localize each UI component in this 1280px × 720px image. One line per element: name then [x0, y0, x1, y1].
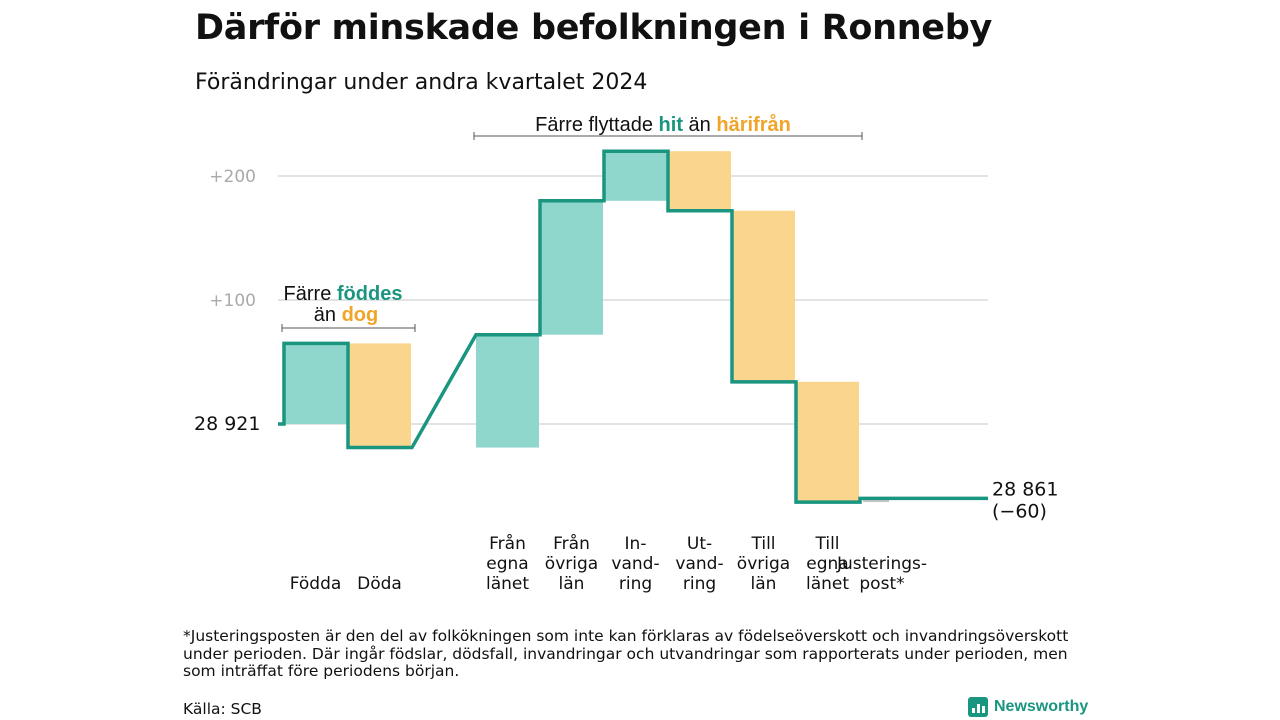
end-value-label: 28 861: [992, 478, 1058, 500]
migration-annotation: Färre flyttade hit än härifrån: [535, 113, 791, 136]
category-label: ring: [619, 574, 652, 594]
births-annotation-bracket: [281, 324, 416, 332]
newsworthy-logo: Newsworthy: [968, 697, 1088, 717]
category-label: Döda: [357, 574, 402, 594]
category-label: Justerings-: [836, 554, 927, 574]
category-label: Ut-: [687, 534, 712, 554]
end-change-label: (−60): [992, 500, 1047, 522]
category-label: länet: [806, 574, 849, 594]
waterfall-bar: [796, 381, 859, 503]
category-label: post*: [859, 574, 904, 594]
waterfall-bar: [732, 210, 795, 382]
births-annotation-line2: än dog: [314, 304, 378, 326]
bar-chart-icon: [968, 697, 988, 717]
y-tick-label: +100: [209, 291, 256, 311]
start-value-label: 28 921: [194, 413, 260, 435]
category-label: övriga: [545, 554, 598, 574]
category-label: Till: [814, 534, 839, 554]
waterfall-bar: [284, 343, 347, 424]
category-label: egna: [806, 554, 848, 574]
category-label: länet: [486, 574, 529, 594]
category-label: egna: [486, 554, 528, 574]
chart-subtitle: Förändringar under andra kvartalet 2024: [195, 70, 648, 95]
logo-text: Newsworthy: [994, 698, 1089, 715]
category-label: övriga: [737, 554, 790, 574]
y-tick-label: +200: [209, 167, 256, 187]
category-label: vand-: [611, 554, 659, 574]
category-label: Till: [750, 534, 775, 554]
waterfall-bar: [348, 343, 411, 448]
waterfall-chart: +100+200 Födda DödaFrånegnalänetFrånövrig…: [194, 113, 1058, 594]
category-label: In-: [625, 534, 647, 554]
category-label: län: [751, 574, 777, 594]
waterfall-bar: [668, 151, 731, 211]
source-label: Källa: SCB: [183, 700, 262, 718]
migration-annotation-bracket: [473, 132, 863, 140]
waterfall-bar: [863, 498, 889, 503]
category-label: Från: [553, 533, 590, 554]
waterfall-bar: [540, 200, 603, 335]
category-label: län: [559, 574, 585, 594]
category-label: Från: [489, 533, 526, 554]
waterfall-bar: [604, 151, 667, 201]
footnote: *Justeringsposten är den del av folkökni…: [183, 627, 1069, 680]
chart-title: Därför minskade befolkningen i Ronneby: [195, 8, 993, 48]
category-label: Födda: [290, 574, 342, 594]
cumulative-step-line: [278, 149, 988, 504]
category-label: ring: [683, 574, 716, 594]
category-label: vand-: [675, 554, 723, 574]
waterfall-bar: [476, 334, 539, 448]
births-annotation-line1: Färre föddes: [284, 283, 403, 305]
